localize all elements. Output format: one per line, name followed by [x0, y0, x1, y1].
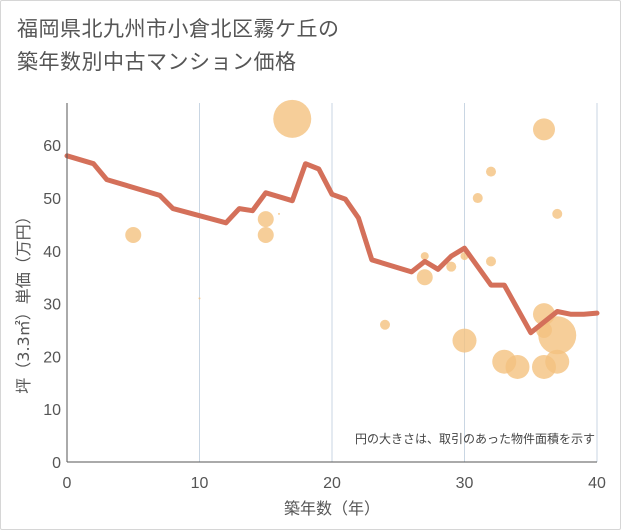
grid-lines: [199, 103, 598, 462]
average-price-line: [64, 153, 600, 336]
data-bubble: [446, 261, 457, 272]
data-bubble: [125, 226, 142, 243]
chart-title-line-2: 築年数別中古マンション価格: [17, 50, 297, 74]
data-bubble: [273, 99, 312, 138]
data-bubble: [257, 211, 274, 228]
y-tick-label: 40: [43, 244, 61, 261]
x-tick-label: 0: [63, 475, 72, 492]
data-bubble: [257, 226, 274, 243]
data-bubble: [416, 269, 433, 286]
data-bubble: [486, 166, 496, 177]
y-tick-label: 60: [43, 138, 61, 155]
data-bubble: [472, 193, 483, 204]
x-tick-label: 20: [323, 475, 341, 492]
data-bubble: [452, 328, 477, 353]
x-tick-label: 30: [456, 475, 474, 492]
data-bubble: [505, 354, 530, 379]
y-tick-label: 0: [52, 455, 61, 472]
axes: [66, 103, 597, 463]
data-bubble: [198, 297, 201, 300]
y-tick-label: 30: [43, 297, 61, 314]
tick-labels: 0 10 20 30 40 50 60 0 10 20 30 40: [43, 138, 606, 492]
y-axis-title: 坪（3.3㎡）単価（万円）: [14, 208, 33, 393]
data-bubble: [486, 256, 496, 267]
data-bubble: [380, 319, 390, 330]
bubble-size-note: 円の大きさは、取引のあった物件面積を示す: [355, 431, 595, 446]
y-tick-label: 20: [43, 349, 61, 366]
x-tick-label: 40: [588, 475, 606, 492]
data-bubble: [552, 208, 563, 219]
data-bubble: [533, 118, 555, 141]
y-tick-label: 10: [43, 402, 61, 419]
x-tick-label: 10: [191, 475, 209, 492]
data-bubble: [420, 252, 429, 261]
trend-line: [64, 153, 600, 336]
data-bubble: [545, 349, 570, 374]
x-axis-title: 築年数（年）: [284, 499, 380, 518]
data-bubble: [538, 316, 577, 355]
chart-title-line-1: 福岡県北九州市小倉北区霧ケ丘の: [17, 17, 340, 41]
data-bubble: [278, 212, 280, 215]
chart-title: 福岡県北九州市小倉北区霧ケ丘の 築年数別中古マンション価格: [17, 13, 340, 79]
bubble-series: [125, 99, 577, 379]
y-tick-label: 50: [43, 191, 61, 208]
